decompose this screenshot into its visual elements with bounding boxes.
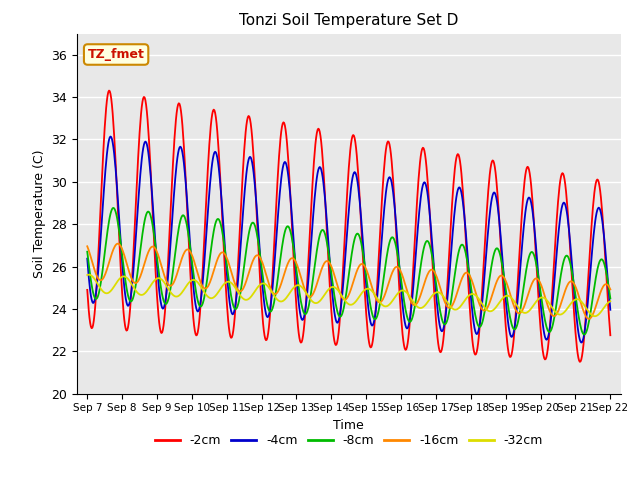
-4cm: [341, 256, 349, 262]
-4cm: [392, 220, 400, 226]
-4cm: [559, 200, 567, 206]
-8cm: [109, 205, 117, 211]
Text: TZ_fmet: TZ_fmet: [88, 48, 145, 61]
-32cm: [559, 311, 567, 316]
-4cm: [577, 340, 585, 346]
Line: -16cm: -16cm: [87, 244, 611, 319]
-2cm: [444, 278, 451, 284]
-16cm: [444, 304, 451, 310]
-2cm: [607, 332, 614, 338]
Line: -2cm: -2cm: [87, 91, 611, 362]
-16cm: [114, 241, 122, 247]
-2cm: [221, 275, 229, 281]
-8cm: [580, 332, 588, 337]
-8cm: [559, 260, 567, 266]
-2cm: [105, 88, 113, 94]
Line: -32cm: -32cm: [87, 275, 611, 316]
-32cm: [85, 272, 93, 277]
-2cm: [341, 226, 349, 232]
Title: Tonzi Soil Temperature Set D: Tonzi Soil Temperature Set D: [239, 13, 458, 28]
-4cm: [607, 307, 614, 312]
-8cm: [341, 298, 349, 303]
-16cm: [199, 284, 207, 289]
-16cm: [607, 287, 614, 292]
-4cm: [221, 250, 229, 255]
-4cm: [444, 294, 451, 300]
-8cm: [83, 249, 91, 254]
-16cm: [341, 297, 349, 302]
Y-axis label: Soil Temperature (C): Soil Temperature (C): [33, 149, 45, 278]
-2cm: [559, 171, 567, 177]
Line: -8cm: -8cm: [87, 208, 611, 335]
-2cm: [83, 287, 91, 293]
-32cm: [607, 299, 614, 304]
-32cm: [392, 293, 400, 299]
-8cm: [392, 243, 400, 249]
-32cm: [199, 287, 207, 293]
-32cm: [83, 272, 91, 278]
-8cm: [444, 316, 451, 322]
-16cm: [221, 252, 229, 258]
-4cm: [199, 279, 207, 285]
-16cm: [585, 316, 593, 322]
-4cm: [83, 256, 91, 262]
X-axis label: Time: Time: [333, 419, 364, 432]
-16cm: [83, 243, 91, 249]
-32cm: [221, 280, 229, 286]
-8cm: [199, 300, 207, 306]
-32cm: [444, 300, 451, 306]
-2cm: [199, 266, 207, 272]
-2cm: [576, 359, 584, 365]
-16cm: [559, 294, 567, 300]
-32cm: [341, 298, 349, 304]
Legend: -2cm, -4cm, -8cm, -16cm, -32cm: -2cm, -4cm, -8cm, -16cm, -32cm: [150, 429, 548, 452]
-4cm: [107, 133, 115, 139]
Line: -4cm: -4cm: [87, 136, 611, 343]
-32cm: [591, 313, 599, 319]
-8cm: [221, 250, 229, 255]
-16cm: [392, 264, 400, 270]
-8cm: [607, 295, 614, 301]
-2cm: [392, 227, 400, 232]
